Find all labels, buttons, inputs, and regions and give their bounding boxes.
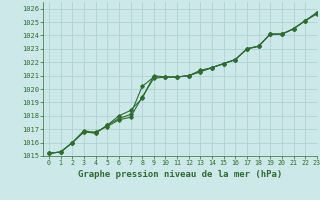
X-axis label: Graphe pression niveau de la mer (hPa): Graphe pression niveau de la mer (hPa): [78, 170, 282, 179]
